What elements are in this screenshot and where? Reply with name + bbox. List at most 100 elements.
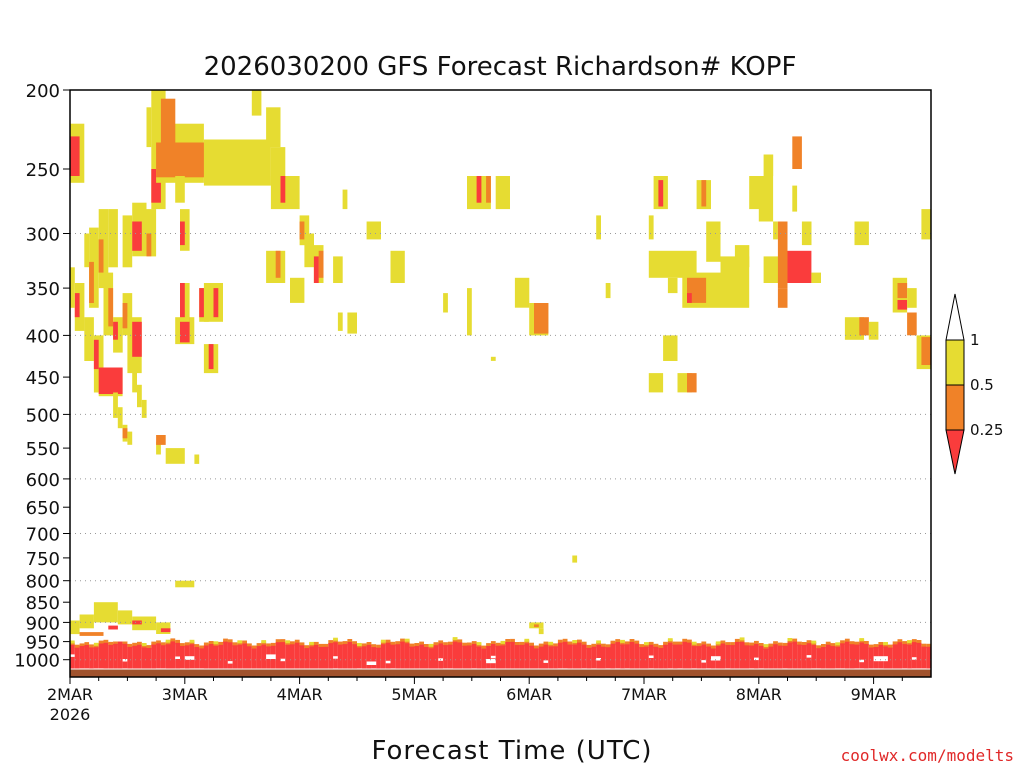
surface-red-cell — [586, 647, 592, 669]
surface-orange-cell — [667, 639, 673, 645]
y-tick-label: 750 — [26, 549, 60, 570]
surface-orange-cell — [859, 639, 865, 645]
surface-yellow-cell — [261, 640, 267, 644]
surface-red-cell — [380, 644, 386, 669]
surface-red-cell — [653, 646, 659, 669]
surface-hole — [280, 658, 286, 662]
surface-orange-cell — [887, 644, 893, 649]
heat-cell — [132, 369, 137, 393]
surface-orange-cell — [89, 644, 94, 649]
heat-cell — [84, 233, 90, 268]
surface-orange-cell — [648, 641, 654, 647]
surface-orange-cell — [199, 645, 204, 650]
surface-red-cell — [127, 646, 133, 669]
surface-orange-cell — [821, 644, 826, 649]
surface-red-cell — [706, 646, 711, 669]
surface-yellow-cell — [811, 640, 817, 644]
surface-red-cell — [902, 644, 908, 669]
heat-cell — [141, 399, 147, 418]
heat-cell — [208, 344, 214, 370]
surface-orange-cell — [280, 639, 286, 644]
surface-red-cell — [74, 647, 80, 669]
heat-cell — [79, 614, 94, 629]
surface-orange-cell — [706, 643, 711, 648]
surface-orange-cell — [711, 645, 716, 650]
surface-yellow-cell — [93, 642, 99, 646]
surface-orange-cell — [878, 642, 884, 647]
surface-red-cell — [634, 643, 640, 669]
surface-red-cell — [667, 642, 673, 669]
surface-orange-cell — [519, 641, 525, 647]
legend-label: 0.5 — [970, 376, 994, 394]
surface-hole — [543, 660, 549, 663]
surface-red-cell — [816, 648, 821, 669]
surface-hole — [333, 656, 338, 659]
surface-red-cell — [596, 644, 601, 669]
heat-cell — [777, 221, 788, 289]
surface-orange-cell — [907, 641, 912, 646]
surface-orange-cell — [744, 642, 750, 647]
surface-orange-cell — [208, 641, 214, 646]
heat-cell — [74, 293, 80, 318]
surface-orange-cell — [404, 640, 410, 645]
surface-red-cell — [744, 645, 750, 669]
surface-red-cell — [840, 643, 845, 669]
surface-orange-cell — [844, 638, 850, 644]
surface-red-cell — [859, 642, 865, 669]
surface-yellow-cell — [141, 643, 147, 646]
surface-orange-cell — [730, 642, 735, 647]
surface-red-cell — [768, 646, 774, 669]
heat-cell — [701, 180, 707, 207]
heat-cell — [98, 239, 104, 273]
surface-orange-cell — [725, 642, 731, 647]
surface-orange-cell — [108, 641, 114, 647]
surface-yellow-cell — [476, 642, 482, 646]
surface-red-cell — [562, 641, 568, 669]
surface-red-cell — [907, 644, 912, 669]
surface-red-cell — [916, 642, 922, 669]
surface-red-cell — [467, 645, 472, 669]
surface-orange-cell — [371, 644, 377, 649]
surface-orange-cell — [275, 639, 281, 644]
surface-red-cell — [285, 644, 291, 669]
surface-yellow-cell — [763, 644, 769, 647]
surface-red-cell — [414, 646, 420, 669]
surface-orange-cell — [476, 643, 482, 648]
surface-orange-cell — [328, 640, 334, 645]
surface-orange-cell — [323, 643, 329, 649]
heat-cell — [165, 448, 185, 464]
surface-orange-cell — [333, 639, 338, 644]
surface-red-cell — [495, 645, 501, 669]
surface-red-cell — [658, 648, 664, 669]
surface-orange-cell — [524, 640, 530, 645]
surface-yellow-cell — [859, 638, 865, 642]
surface-orange-cell — [467, 642, 472, 647]
surface-yellow-cell — [739, 637, 745, 641]
heat-cell — [251, 90, 262, 116]
surface-orange-cell — [911, 639, 917, 644]
surface-orange-cell — [242, 640, 247, 645]
surface-orange-cell — [739, 638, 745, 644]
surface-red-cell — [290, 644, 295, 669]
heat-cell — [93, 339, 99, 370]
surface-hole — [175, 656, 180, 659]
surface-hole — [754, 657, 759, 661]
surface-red-cell — [424, 647, 429, 669]
heat-cell — [787, 250, 812, 283]
surface-orange-cell — [400, 638, 405, 644]
surface-orange-cell — [538, 643, 544, 648]
surface-yellow-cell — [165, 639, 171, 643]
surface-orange-cell — [347, 639, 353, 644]
surface-orange-cell — [443, 642, 448, 647]
surface-red-cell — [663, 644, 668, 669]
surface-red-cell — [572, 644, 578, 669]
surface-hole — [490, 655, 496, 659]
heat-cell — [313, 256, 319, 283]
surface-hole — [122, 659, 128, 662]
heat-cell — [495, 176, 510, 210]
surface-yellow-cell — [883, 642, 888, 645]
surface-red-cell — [117, 641, 123, 669]
surface-orange-cell — [691, 643, 697, 648]
y-tick-label: 800 — [26, 572, 60, 593]
surface-red-cell — [567, 644, 573, 669]
